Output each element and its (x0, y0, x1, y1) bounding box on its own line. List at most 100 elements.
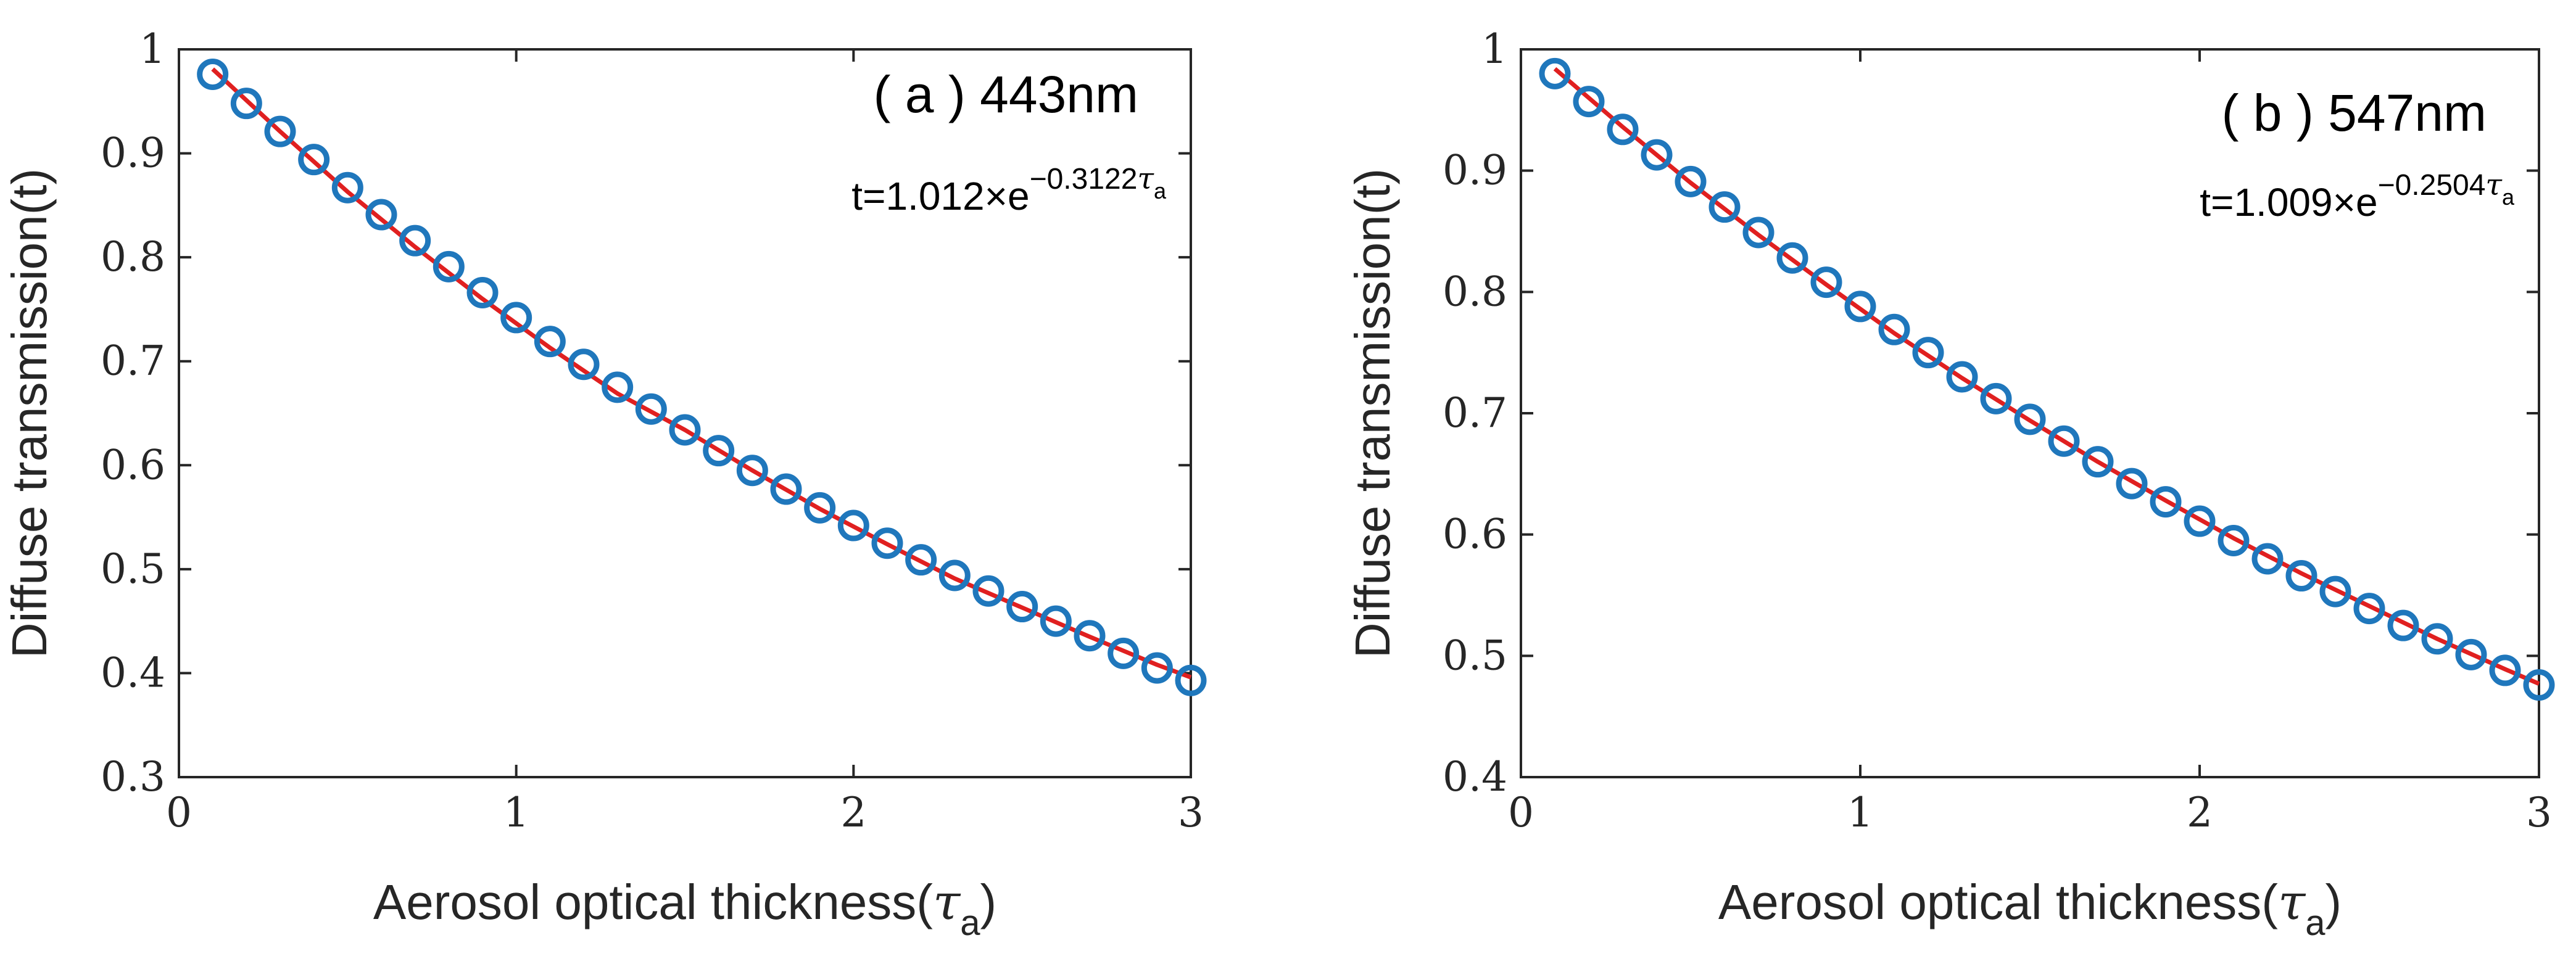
data-point-marker (905, 544, 937, 576)
fit-equation: t=1.009×e−0.2504τa (2200, 168, 2515, 225)
data-point-marker (2218, 525, 2250, 556)
equation-tau: τ (2485, 168, 2503, 202)
data-point-marker (1141, 652, 1173, 684)
fit-line (211, 67, 1192, 680)
data-point-marker (264, 115, 296, 147)
plot-frame (178, 48, 1192, 778)
x-tick-label: 1 (1847, 789, 1873, 836)
x-tick-label: 0 (1508, 789, 1534, 836)
data-point-marker (2319, 575, 2351, 608)
data-point-marker (2455, 638, 2487, 670)
data-point-marker (1040, 605, 1072, 637)
panel-title: ( a ) 443nm (873, 65, 1138, 123)
data-point-marker (1607, 113, 1639, 146)
data-point-marker (1641, 139, 1673, 171)
data-point-marker (703, 435, 735, 467)
data-point-marker (1742, 216, 1775, 249)
x-axis-label-subscript: a (960, 903, 980, 943)
data-point-marker (1573, 86, 1605, 118)
x-tick-label: 0 (166, 789, 192, 836)
y-tick-label: 0.4 (101, 649, 165, 696)
data-point-marker (602, 371, 634, 403)
data-point-marker (2251, 543, 2284, 575)
data-point-marker (635, 393, 667, 425)
panel-title: ( b ) 547nm (2221, 84, 2487, 142)
data-point-marker (331, 171, 363, 204)
data-point-marker (2523, 669, 2555, 701)
data-point-marker (2489, 654, 2521, 686)
panel-b: 0 1 2 3 0.4 0.5 0.6 0.7 0.8 0.9 1 ( b ) 547nm t=1.00… (1345, 25, 2555, 943)
x-axis-label: Aerosol optical thickness(τa) (373, 873, 996, 943)
data-point-marker (500, 302, 532, 334)
data-point-marker (669, 414, 701, 446)
data-point-marker (466, 276, 499, 308)
data-point-marker (1776, 242, 1808, 274)
data-point-marker (2387, 609, 2419, 641)
equation-tau: τ (1137, 162, 1154, 196)
data-point-marker (1175, 664, 1207, 696)
data-point-marker (2421, 623, 2453, 655)
x-axis-label-close: ) (2325, 875, 2342, 929)
y-tick-label: 0.7 (101, 337, 165, 385)
data-point-marker (1675, 165, 1707, 197)
data-point-marker (2285, 560, 2317, 592)
equation-subscript: a (2502, 184, 2515, 210)
data-point-marker (197, 58, 229, 90)
y-tick-label: 0.9 (1443, 147, 1507, 194)
x-axis-label-subscript: a (2305, 903, 2325, 943)
y-tick-label: 0.9 (101, 130, 165, 177)
y-tick-label: 0.8 (101, 233, 165, 281)
data-point-marker (1074, 620, 1106, 652)
fit-equation: t=1.012×e−0.3122τa (851, 162, 1167, 218)
equation-exponent: −0.3122 (1030, 163, 1138, 196)
data-point-marker (1708, 191, 1741, 223)
y-tick-label: 0.4 (1443, 753, 1507, 801)
data-point-marker (1810, 266, 1842, 299)
data-point-marker (736, 455, 768, 487)
y-tick-label: 1 (139, 25, 165, 73)
data-point-marker (2048, 425, 2080, 457)
x-tick-label: 2 (2187, 789, 2213, 836)
data-point-marker (230, 88, 262, 120)
data-point-marker (2353, 593, 2385, 625)
x-axis-label-text: Aerosol optical thickness( (373, 875, 933, 929)
x-axis-label: Aerosol optical thickness(τa) (1718, 873, 2342, 943)
x-axis-label-text: Aerosol optical thickness( (1718, 875, 2278, 929)
data-point-marker (1108, 637, 1140, 669)
data-point-marker (938, 559, 971, 591)
data-point-marker (399, 225, 431, 257)
x-axis-label-tau: τ (2278, 873, 2306, 931)
data-point-marker (433, 250, 465, 282)
y-tick-label: 1 (1481, 25, 1507, 73)
data-point-marker (804, 492, 836, 524)
equation-base: t=1.012×e (851, 174, 1029, 218)
data-point-marker (1844, 290, 1876, 323)
data-point-marker (1912, 337, 1944, 369)
y-tick-label: 0.7 (1443, 389, 1507, 437)
data-point-marker (365, 199, 397, 231)
data-point-marker (1006, 591, 1038, 623)
equation-subscript: a (1154, 178, 1167, 204)
data-point-marker (568, 348, 600, 381)
x-tick-label: 1 (503, 789, 529, 836)
data-point-marker (534, 326, 566, 358)
data-point-marker (2082, 446, 2114, 478)
data-point-marker (2116, 468, 2148, 500)
y-tick-label: 0.5 (101, 545, 165, 593)
data-point-marker (1539, 57, 1571, 89)
data-point-marker (1946, 361, 1978, 393)
y-axis-label: Diffuse transmission(t) (1345, 168, 1400, 658)
data-point-marker (770, 473, 802, 505)
data-point-marker (298, 144, 330, 176)
data-point-marker (2150, 486, 2182, 518)
x-axis-label-tau: τ (933, 873, 961, 931)
fit-line (1553, 67, 2540, 686)
y-tick-label: 0.3 (101, 753, 165, 801)
data-point-marker (837, 509, 869, 542)
data-point-marker (1878, 313, 1910, 345)
panel-a: 0 1 2 3 0.3 0.4 0.5 0.6 0.7 0.8 0.9 1 ( a ) 443nm t=1… (2, 25, 1207, 943)
y-axis-label: Diffuse transmission(t) (2, 168, 57, 658)
x-tick-label: 3 (1178, 789, 1204, 836)
y-tick-label: 0.6 (101, 441, 165, 488)
